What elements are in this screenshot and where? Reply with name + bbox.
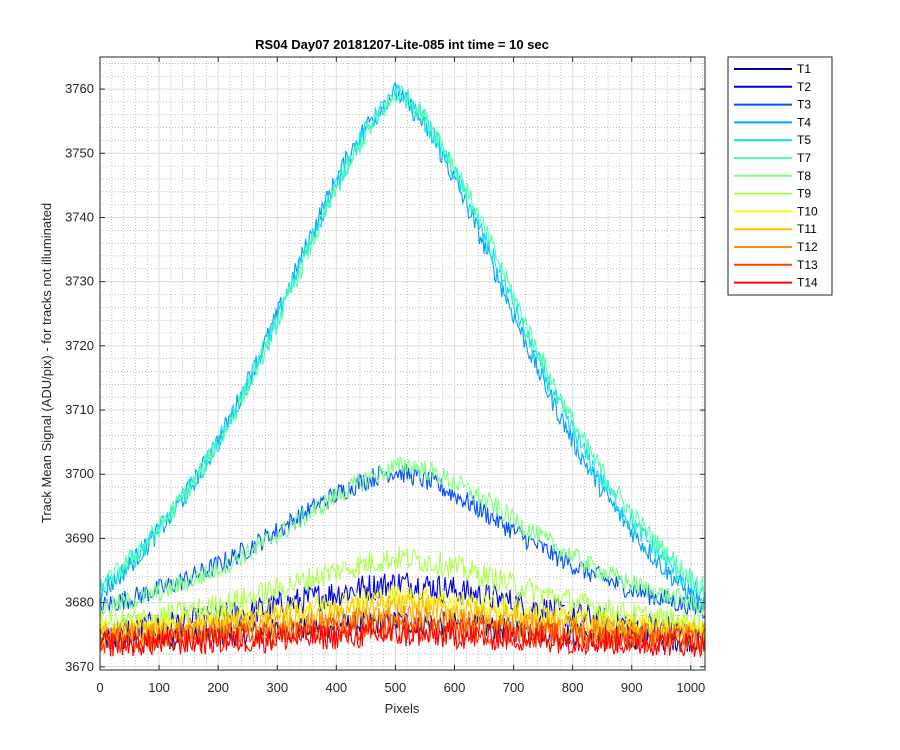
series-line-t9 (100, 546, 705, 637)
y-tick-label: 3730 (65, 274, 94, 289)
series-line-t11 (100, 594, 705, 647)
legend-label-t11: T11 (797, 222, 817, 236)
series-line-t14 (100, 621, 705, 659)
legend-label-t5: T5 (797, 133, 811, 147)
y-tick-label: 3710 (65, 402, 94, 417)
legend-label-t13: T13 (797, 258, 818, 272)
y-tick-label: 3700 (65, 466, 94, 481)
legend-label-t9: T9 (797, 187, 811, 201)
x-tick-label: 0 (96, 680, 103, 695)
x-axis-label: Pixels (385, 701, 420, 716)
series-line-t8 (100, 456, 705, 616)
x-tick-label: 800 (562, 680, 584, 695)
y-axis-ticks: 3670 3680 3690 3700 3710 3720 3730 3740 3750 3760 (65, 81, 705, 674)
y-tick-label: 3740 (65, 209, 94, 224)
chart-title: RS04 Day07 20181207-Lite-085 int time = … (255, 37, 549, 52)
y-tick-label: 3750 (65, 145, 94, 160)
y-axis-label: Track Mean Signal (ADU/pix) - for tracks… (39, 203, 54, 523)
legend-label-t1: T1 (797, 62, 811, 76)
x-tick-label: 300 (266, 680, 288, 695)
legend-label-t10: T10 (797, 204, 818, 218)
x-tick-label: 400 (325, 680, 347, 695)
legend-label-t12: T12 (797, 240, 818, 254)
x-tick-label: 100 (148, 680, 170, 695)
x-tick-label: 900 (621, 680, 643, 695)
series-layer (100, 81, 705, 659)
series-line-t12 (100, 604, 705, 650)
y-tick-label: 3680 (65, 595, 94, 610)
x-tick-label: 600 (444, 680, 466, 695)
legend-label-t3: T3 (797, 98, 811, 112)
x-axis-ticks: 0 100 200 300 400 500 600 700 800 900 1000 (96, 57, 705, 695)
legend-label-t4: T4 (797, 115, 811, 129)
y-tick-label: 3690 (65, 530, 94, 545)
series-line-t7 (100, 85, 705, 597)
y-tick-label: 3670 (65, 659, 94, 674)
legend-label-t8: T8 (797, 169, 811, 183)
plot-frame (99, 56, 706, 671)
legend-label-t7: T7 (797, 151, 811, 165)
y-tick-label: 3760 (65, 81, 94, 96)
x-tick-label: 700 (503, 680, 525, 695)
x-tick-label: 200 (207, 680, 229, 695)
legend-label-t14: T14 (797, 276, 818, 290)
x-tick-label: 1000 (676, 680, 705, 695)
y-tick-label: 3720 (65, 338, 94, 353)
x-tick-label: 500 (385, 680, 407, 695)
series-line-t13 (100, 615, 705, 654)
legend-label-t2: T2 (797, 80, 811, 94)
legend: T1 T2 T3 T4 T5 T7 T8 T9 T10 T11 T12 T13 T14 (727, 56, 833, 296)
